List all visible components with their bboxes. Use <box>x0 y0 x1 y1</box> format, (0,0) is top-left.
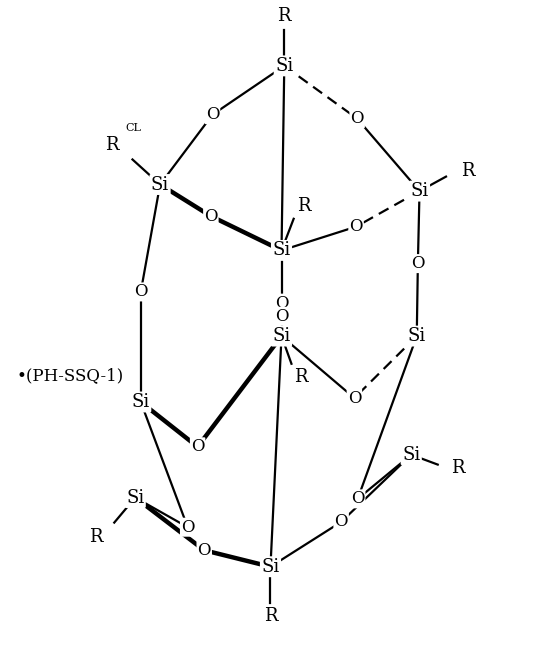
Text: O: O <box>275 308 288 325</box>
Text: Si: Si <box>407 327 426 345</box>
Text: O: O <box>206 106 219 123</box>
Text: •(PH-SSQ-1): •(PH-SSQ-1) <box>17 367 124 384</box>
Text: O: O <box>411 255 424 272</box>
Text: Si: Si <box>151 175 169 194</box>
Text: Si: Si <box>272 241 291 260</box>
Text: R: R <box>89 528 102 546</box>
Text: R: R <box>264 607 277 625</box>
Text: O: O <box>351 490 364 507</box>
Text: R: R <box>297 196 310 215</box>
Text: CL: CL <box>126 123 142 133</box>
Text: O: O <box>191 438 204 455</box>
Text: O: O <box>134 283 147 301</box>
Text: Si: Si <box>410 182 429 200</box>
Text: R: R <box>294 368 307 386</box>
Text: Si: Si <box>402 445 421 464</box>
Text: O: O <box>198 542 211 559</box>
Text: Si: Si <box>131 393 150 411</box>
Text: O: O <box>275 295 288 312</box>
Text: Si: Si <box>261 558 280 576</box>
Text: O: O <box>335 513 348 530</box>
Text: R: R <box>451 459 464 477</box>
Text: O: O <box>351 110 364 127</box>
Text: O: O <box>348 389 361 407</box>
Text: O: O <box>181 519 194 536</box>
Text: Si: Si <box>275 57 294 75</box>
Text: Si: Si <box>272 327 291 345</box>
Text: O: O <box>349 218 363 235</box>
Text: Si: Si <box>126 488 145 507</box>
Text: R: R <box>461 162 474 181</box>
Text: R: R <box>105 136 118 154</box>
Text: O: O <box>204 208 217 225</box>
Text: R: R <box>278 7 291 26</box>
